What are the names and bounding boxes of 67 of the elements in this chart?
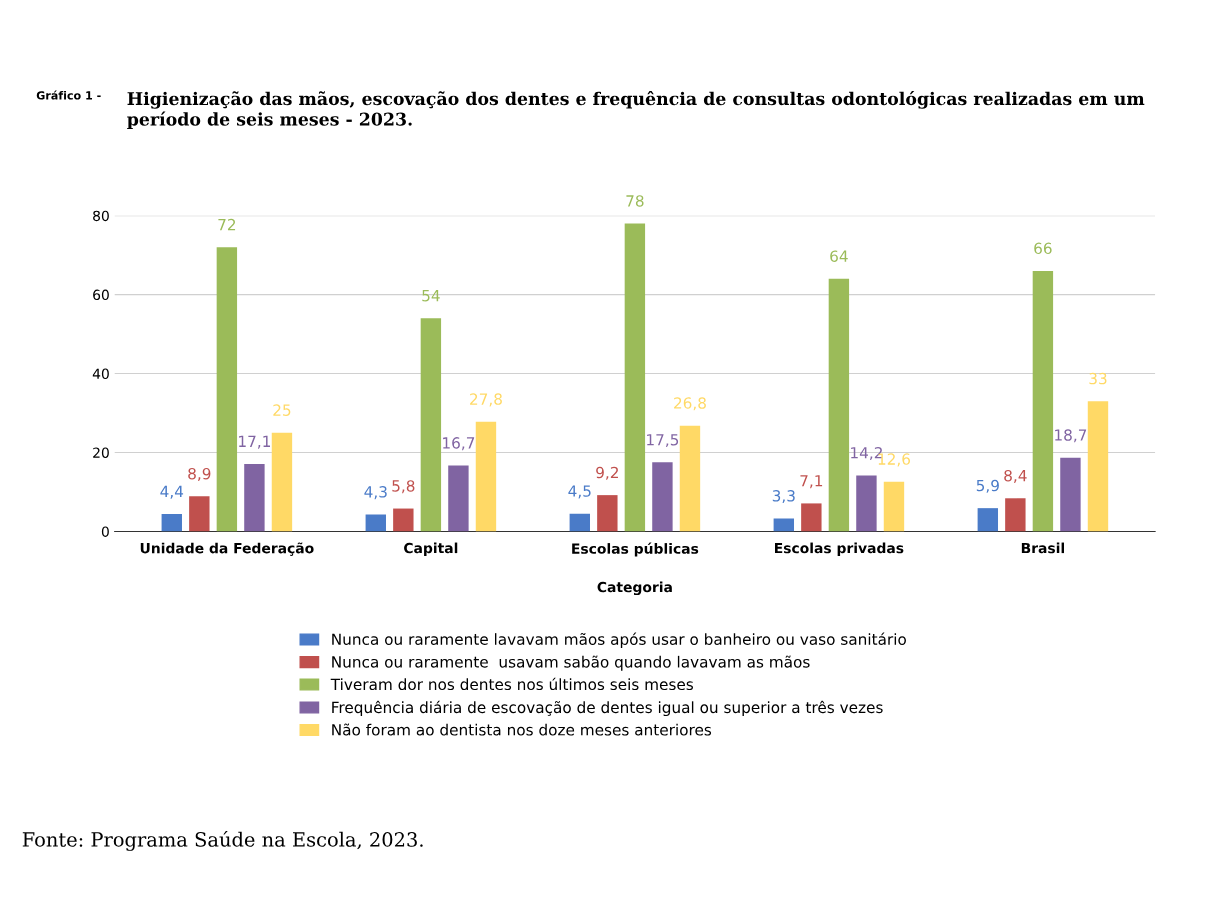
data-label: 17,5 xyxy=(647,434,679,448)
bar xyxy=(569,513,590,532)
data-label: 4,4 xyxy=(160,485,184,499)
data-label: 25 xyxy=(273,404,291,416)
x-tick-label: Capital xyxy=(404,542,458,556)
x-tick-label: Unidade da Federação xyxy=(140,542,314,556)
y-tick-label: 80 xyxy=(93,210,109,222)
bar xyxy=(475,421,497,532)
bar xyxy=(773,518,795,532)
data-label: 3,3 xyxy=(772,490,795,504)
data-label: 18,7 xyxy=(1055,429,1087,443)
data-label: 64 xyxy=(830,250,848,262)
data-label: 9,2 xyxy=(596,466,618,480)
data-label: 16,7 xyxy=(443,437,475,451)
x-tick-label: Brasil xyxy=(1021,542,1065,554)
data-label: 27,8 xyxy=(470,393,502,407)
legend-label: Nunca ou raramente lavavam mãos após usar o banheiro ou vaso sanitário xyxy=(332,632,906,648)
y-tick-label: 20 xyxy=(93,447,109,458)
bar xyxy=(448,465,469,532)
chart-title: Higienização das mãos, escovação dos dentes e frequência de consultas odontológicas realizadas em um período de seis meses - 2023. xyxy=(127,91,1145,130)
text: Gráfico 1 - xyxy=(36,90,101,100)
data-label: 54 xyxy=(422,290,440,302)
bar xyxy=(652,462,673,532)
legend-label: Tiveram dor nos dentes nos últimos seis meses xyxy=(330,677,694,691)
x-tick-label: Escolas privadas xyxy=(775,542,904,556)
bar xyxy=(624,223,646,532)
data-label: 17,1 xyxy=(239,435,271,449)
bar xyxy=(883,481,905,532)
data-label: 66 xyxy=(1034,242,1052,255)
bar xyxy=(801,503,822,532)
x-tick-label: Escolas públicas xyxy=(572,542,699,557)
data-label: 4,5 xyxy=(568,485,591,499)
data-label: 26,8 xyxy=(674,397,706,411)
bar xyxy=(216,247,238,532)
data-label: 5,8 xyxy=(392,480,415,494)
bar xyxy=(189,496,210,532)
data-label: 4,3 xyxy=(364,486,387,500)
bar xyxy=(1032,270,1054,532)
data-label: 33 xyxy=(1089,372,1107,385)
bar xyxy=(977,508,999,532)
data-label: 78 xyxy=(626,195,644,207)
x-axis-title: Categoria xyxy=(597,581,672,596)
bar xyxy=(679,425,701,532)
bar xyxy=(365,514,386,532)
data-label: 7,1 xyxy=(800,475,823,489)
y-tick-label: 40 xyxy=(92,368,109,380)
y-tick-label: 0 xyxy=(101,526,109,537)
data-label: 8,9 xyxy=(188,467,211,482)
source-note: Fonte: Programa Saúde na Escola, 2023. xyxy=(22,830,423,851)
bar xyxy=(597,495,618,532)
bar xyxy=(244,463,265,532)
data-label: 72 xyxy=(218,218,236,231)
bar xyxy=(1060,457,1081,532)
bar xyxy=(1005,498,1026,532)
bar xyxy=(393,508,414,532)
bar xyxy=(856,475,877,532)
data-label: 5,9 xyxy=(976,479,999,493)
data-label: 8,4 xyxy=(1004,469,1027,483)
bar xyxy=(271,432,293,532)
y-tick-label: 60 xyxy=(93,289,109,301)
bar xyxy=(828,278,850,532)
bar xyxy=(420,318,442,532)
legend-label: Frequência diária de escovação de dentes igual ou superior a três vezes xyxy=(332,700,883,717)
legend-label: Não foram ao dentista nos doze meses anteriores xyxy=(332,723,712,736)
bar xyxy=(1087,401,1109,532)
bar xyxy=(161,514,182,532)
legend-label: Nunca ou raramente usavam sabão quando lavavam as mãos xyxy=(332,655,810,671)
